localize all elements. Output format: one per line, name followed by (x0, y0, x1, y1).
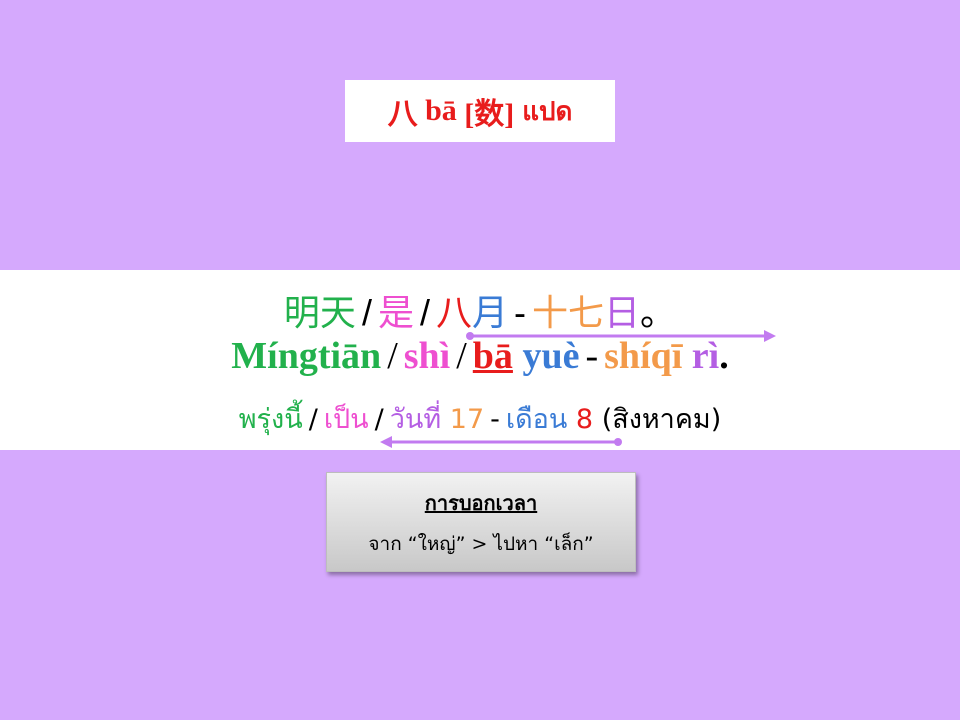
title-thai: แปด (522, 96, 573, 127)
thai-tomorrow: พรุ่งนี้ (238, 404, 303, 435)
pinyin-sep: / (456, 335, 467, 377)
thai-8: 8 (575, 404, 594, 435)
title-chinese: 八 (387, 98, 418, 131)
pinyin-yue: yuè (522, 335, 580, 377)
thai-17: 17 (449, 404, 485, 435)
pinyin-ba: bā (472, 335, 513, 377)
pinyin-shi: shì (403, 335, 451, 377)
thai-day: วันที่ (389, 404, 442, 435)
note-text: จาก “ใหญ่” > ไปหา “เล็ก” (368, 533, 594, 555)
thai-sep: / (308, 404, 318, 435)
hanzi-sep: / (419, 292, 430, 333)
thai-is: เป็น (323, 404, 369, 435)
hanzi-line: 明天 / 是 / 八月 - 十七日。 (0, 284, 960, 336)
hanzi-shi: 是 (377, 293, 414, 334)
hanzi-shiqi: 十七 (532, 293, 605, 334)
hanzi-ba: 八 (435, 293, 472, 334)
thai-dash: - (490, 404, 500, 435)
pinyin-period: . (719, 335, 729, 377)
title-card: 八 bā [数] แปด (345, 80, 615, 142)
title-pos: [数] (464, 98, 515, 131)
hanzi-dash: - (514, 292, 527, 333)
arrow-right-top (466, 330, 776, 342)
hanzi-mingtian: 明天 (283, 293, 356, 334)
title-pinyin: bā (425, 94, 457, 127)
thai-august: (สิงหาคม) (601, 404, 722, 435)
hanzi-period: 。 (640, 293, 677, 334)
pinyin-line: Míngtiān / shì / bā yuè - shíqī rì. (0, 334, 960, 378)
note-heading: การบอกเวลา (424, 491, 538, 515)
thai-sep: / (374, 404, 384, 435)
hanzi-sep: / (361, 292, 372, 333)
pinyin-sep: / (387, 335, 398, 377)
pinyin-ri: rì (691, 335, 720, 377)
pinyin-shiqi: shíqī (604, 335, 683, 377)
hanzi-ri: 日 (604, 293, 641, 334)
arrow-left-bottom (380, 436, 622, 448)
pinyin-dash: - (585, 335, 599, 377)
sentence-band: 明天 / 是 / 八月 - 十七日。 Míngtiān / shì / bā yuè - shíqī r… (0, 270, 960, 450)
hanzi-yue: 月 (472, 293, 509, 334)
thai-line: พรุ่งนี้ / เป็น / วันที่ 17- เดือน 8 (สิงหาคม… (0, 397, 960, 440)
time-order-note: การบอกเวลา จาก “ใหญ่” > ไปหา “เล็ก” (326, 472, 636, 572)
pinyin-mingtian: Míngtiān (231, 335, 382, 377)
thai-month: เดือน (505, 404, 568, 435)
